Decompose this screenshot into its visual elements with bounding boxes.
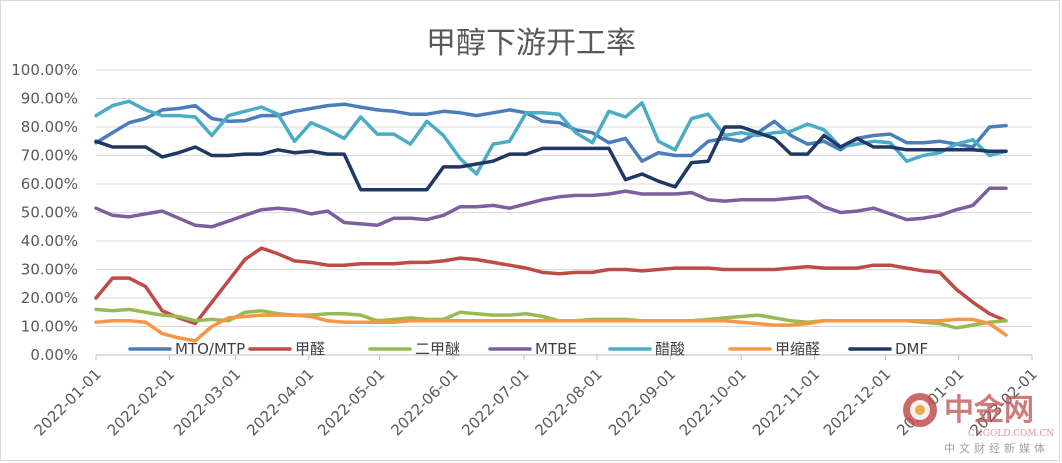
series-line <box>94 246 1008 326</box>
legend-label: 醋酸 <box>655 340 685 358</box>
x-tick-label: 2022-01-01 <box>30 365 104 439</box>
legend-label: 二甲醚 <box>415 340 460 358</box>
y-tick-label: 0.00% <box>30 346 78 364</box>
x-tick-label: 2022-12-01 <box>820 365 894 439</box>
watermark-logo-icon <box>903 393 937 427</box>
watermark: 中金网 CNGOLD.COM.CN 中文财经新媒体 <box>903 393 1054 455</box>
y-tick-label: 80.00% <box>21 118 78 136</box>
y-tick-label: 70.00% <box>21 147 78 165</box>
series-line <box>94 99 1008 176</box>
x-tick-label: 2022-11-01 <box>749 365 823 439</box>
y-tick-label: 20.00% <box>21 289 78 307</box>
y-axis-tick-labels: 0.00% 10.00% 20.00% 30.00% 40.00% 50.00% 60.00… <box>11 61 78 364</box>
series-line <box>94 186 1008 229</box>
y-tick-label: 90.00% <box>21 90 78 108</box>
y-tick-label: 40.00% <box>21 232 78 250</box>
watermark-slogan: 中文财经新媒体 <box>944 441 1049 455</box>
x-axis-tick-labels: 2022-01-012022-02-012022-03-012022-04-01… <box>30 355 1041 439</box>
legend-label: DMF <box>895 340 928 358</box>
legend-label: MTBE <box>535 340 577 358</box>
watermark-site: CNGOLD.COM.CN <box>968 429 1054 439</box>
x-tick-label: 2022-05-01 <box>314 365 388 439</box>
x-tick-label: 2022-04-01 <box>243 365 317 439</box>
x-tick-label: 2022-06-01 <box>387 365 461 439</box>
chart-title: 甲醇下游开工率 <box>426 26 636 61</box>
series-line <box>94 125 1008 192</box>
x-tick-label: 2022-09-01 <box>605 365 679 439</box>
legend-label: 甲缩醛 <box>775 340 820 358</box>
y-tick-label: 10.00% <box>21 318 78 336</box>
y-tick-label: 50.00% <box>21 204 78 222</box>
series-line <box>94 313 1008 343</box>
legend-label: MTO/MTP <box>175 340 245 358</box>
y-tick-label: 100.00% <box>11 61 78 79</box>
x-tick-label: 2022-03-01 <box>170 365 244 439</box>
x-tick-label: 2022-08-01 <box>532 365 606 439</box>
y-tick-label: 30.00% <box>21 261 78 279</box>
x-tick-label: 2022-10-01 <box>676 365 750 439</box>
watermark-logo-text: 中金网 <box>944 393 1034 428</box>
series-lines <box>94 99 1008 343</box>
y-tick-label: 60.00% <box>21 175 78 193</box>
legend-label: 甲醛 <box>295 340 325 358</box>
x-tick-label: 2022-02-01 <box>104 365 178 439</box>
x-tick-label: 2022-07-01 <box>458 365 532 439</box>
legend: MTO/MTP 甲醛 二甲醚 MTBE 醋酸 甲缩醛 DMF <box>128 340 928 358</box>
